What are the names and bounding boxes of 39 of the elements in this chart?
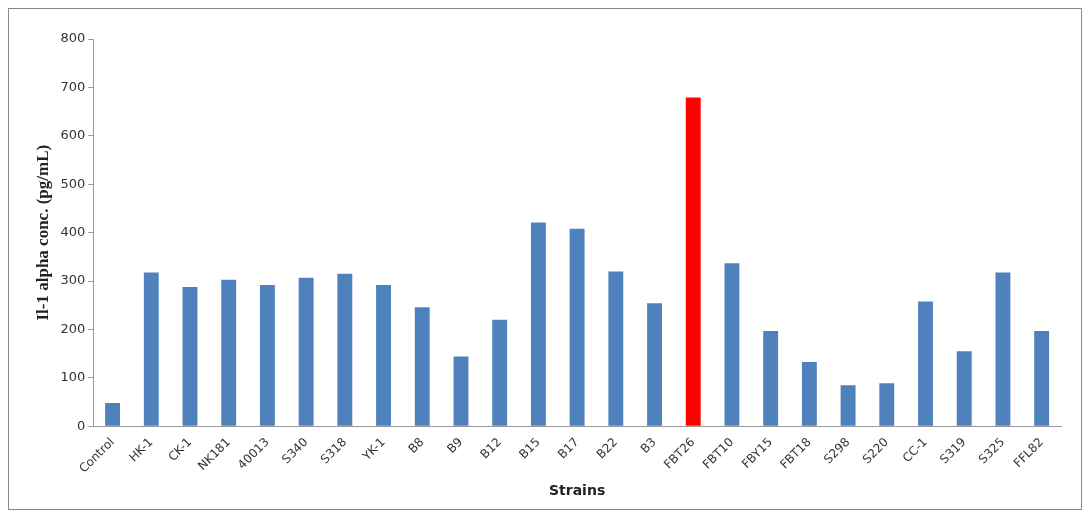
bar — [182, 286, 198, 426]
y-tick-label: 200 — [60, 320, 86, 336]
x-axis-title: Strains — [548, 482, 606, 499]
bar — [647, 303, 662, 426]
bar — [879, 383, 895, 426]
bar — [337, 273, 353, 426]
x-tick-label: B8 — [405, 434, 427, 456]
y-axis-title: Il-1 alpha conc. (pg/mL) — [32, 144, 52, 321]
bar — [530, 222, 546, 426]
y-tick-label: 500 — [60, 175, 86, 191]
bar — [1034, 330, 1050, 426]
y-tick-label: 0 — [76, 417, 86, 433]
y-tick-label: 700 — [60, 78, 86, 94]
bar — [840, 385, 856, 426]
bar — [105, 403, 121, 426]
y-tick-label: 600 — [60, 127, 86, 143]
bar — [259, 284, 275, 426]
y-tick-label: 400 — [60, 224, 86, 240]
bar — [569, 228, 585, 426]
y-tick-label: 300 — [60, 272, 86, 288]
bar — [918, 301, 933, 426]
bar — [685, 97, 701, 426]
bar — [608, 271, 624, 426]
x-tick-label: B3 — [637, 434, 659, 456]
bar — [956, 351, 972, 426]
y-tick-label: 800 — [60, 30, 86, 46]
bar — [298, 277, 314, 426]
bar — [221, 279, 237, 426]
bar — [453, 356, 469, 426]
bar — [414, 307, 430, 426]
bar — [801, 361, 817, 426]
bar — [143, 272, 159, 426]
bar — [724, 263, 740, 426]
bar — [763, 330, 779, 426]
bar — [492, 319, 508, 426]
bar — [995, 272, 1011, 426]
bar — [376, 284, 391, 426]
y-tick-label: 100 — [60, 369, 86, 385]
x-tick-label: B9 — [444, 434, 466, 456]
